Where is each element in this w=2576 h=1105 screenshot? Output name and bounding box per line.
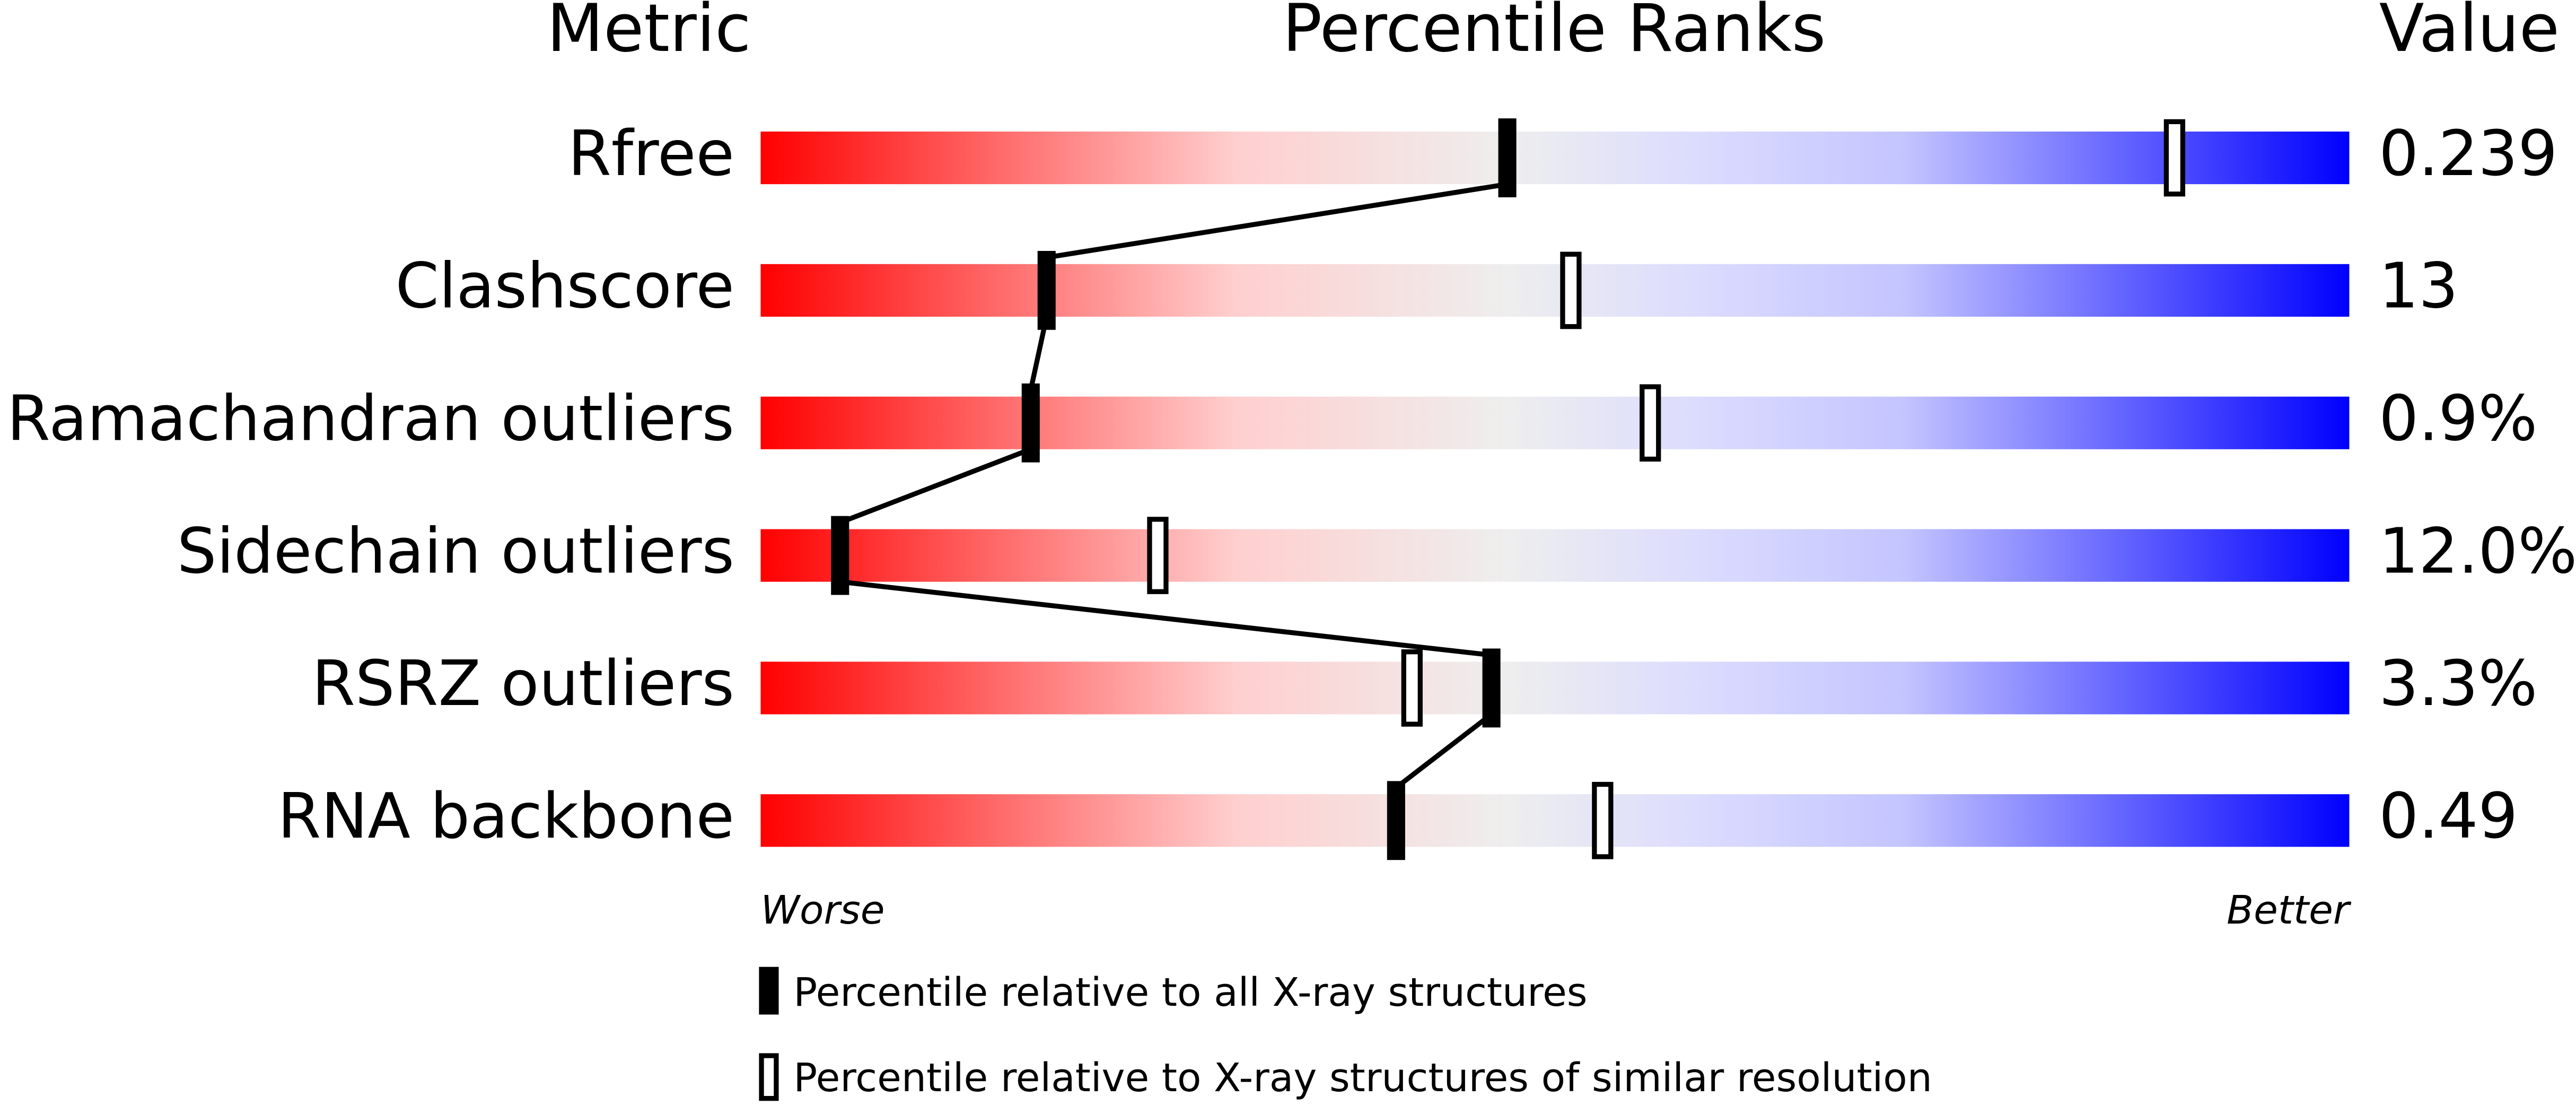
percentile-marker-hollow	[1640, 384, 1661, 462]
metric-label: Ramachandran outliers	[7, 382, 734, 455]
connector-line	[1046, 181, 1508, 260]
percentile-marker-hollow	[1401, 649, 1423, 727]
metric-label: RNA backbone	[278, 780, 734, 852]
percentile-marker-hollow	[1560, 251, 1582, 329]
better-label: Better	[2227, 887, 2352, 933]
percentile-marker-hollow	[2163, 119, 2186, 197]
legend-label: Percentile relative to X-ray structures …	[793, 1055, 1932, 1101]
metric-value: 13	[2379, 250, 2458, 323]
percentile-marker	[1387, 781, 1405, 860]
percentile-marker-hollow	[1592, 781, 1614, 859]
percentile-bar	[760, 662, 2350, 715]
metric-value: 3.3%	[2379, 647, 2537, 720]
legend-swatch	[759, 967, 779, 1015]
connector-line	[1395, 712, 1493, 790]
legend-swatch	[759, 1053, 779, 1101]
worse-label: Worse	[760, 887, 884, 933]
metric-value: 0.49	[2379, 780, 2518, 852]
metric-label: Sidechain outliers	[177, 515, 734, 587]
percentile-marker	[1021, 383, 1040, 463]
percentile-bar	[760, 794, 2350, 847]
metric-header: Metric	[547, 0, 751, 67]
percentile-marker	[831, 516, 849, 595]
metric-value: 0.9%	[2379, 382, 2537, 455]
metric-label: Clashscore	[396, 250, 734, 323]
value-header: Value	[2379, 0, 2560, 67]
percentile-bar	[760, 264, 2350, 317]
percentile-marker-hollow	[1147, 517, 1169, 594]
connector-line	[839, 447, 1032, 525]
connector-line	[839, 579, 1492, 658]
percentile-marker	[1037, 251, 1056, 330]
chart-title: Percentile Ranks	[1282, 0, 1826, 67]
legend-label: Percentile relative to all X-ray structu…	[793, 969, 1587, 1015]
percentile-marker	[1498, 118, 1517, 197]
percentile-bar	[760, 529, 2350, 582]
percentile-marker	[1482, 648, 1501, 728]
metric-label: Rfree	[568, 117, 734, 190]
metric-value: 12.0%	[2379, 515, 2576, 587]
metric-value: 0.239	[2379, 117, 2557, 190]
metric-label: RSRZ outliers	[312, 647, 734, 720]
percentile-bar	[760, 131, 2350, 185]
percentile-bar	[760, 396, 2350, 449]
